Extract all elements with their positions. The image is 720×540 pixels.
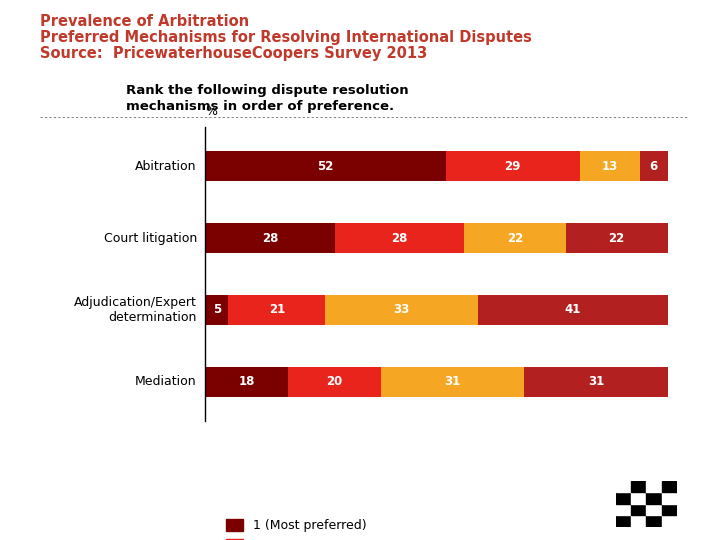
Text: 33: 33 [394, 303, 410, 316]
Text: 41: 41 [564, 303, 581, 316]
Bar [662, 515, 677, 526]
Text: 22: 22 [608, 232, 625, 245]
Bar [289, 367, 381, 397]
Text: 18: 18 [238, 375, 255, 388]
Text: 21: 21 [269, 303, 285, 316]
Bar [325, 295, 478, 325]
Bar [478, 295, 667, 325]
Text: 28: 28 [262, 232, 278, 245]
Text: 29: 29 [505, 160, 521, 173]
Bar [566, 223, 667, 253]
Bar [631, 503, 647, 515]
Bar [205, 223, 335, 253]
Text: 20: 20 [327, 375, 343, 388]
Bar [616, 481, 631, 492]
Bar [662, 481, 677, 492]
Text: 13: 13 [602, 160, 618, 173]
Bar [662, 503, 677, 515]
Text: 5: 5 [212, 303, 221, 316]
Text: Source:  PricewaterhouseCoopers Survey 2013: Source: PricewaterhouseCoopers Survey 20… [40, 46, 427, 61]
Text: %: % [205, 105, 217, 118]
Bar [647, 515, 662, 526]
Bar [647, 492, 662, 503]
Bar [647, 503, 662, 515]
Bar [631, 492, 647, 503]
Text: Preferred Mechanisms for Resolving International Disputes: Preferred Mechanisms for Resolving Inter… [40, 30, 531, 45]
Bar [616, 503, 631, 515]
Text: 31: 31 [588, 375, 604, 388]
Bar [446, 151, 580, 181]
Bar [580, 151, 640, 181]
Bar [662, 492, 677, 503]
Text: 6: 6 [649, 160, 658, 173]
Bar [381, 367, 524, 397]
Text: Rank the following dispute resolution
mechanisms in order of preference.: Rank the following dispute resolution me… [126, 84, 409, 113]
Bar [616, 515, 631, 526]
Bar [640, 151, 667, 181]
Text: Prevalence of Arbitration: Prevalence of Arbitration [40, 14, 248, 29]
Text: 52: 52 [318, 160, 333, 173]
Bar [335, 223, 464, 253]
Legend: 1 (Most preferred), 2, 3, 4 (l east preferred): 1 (Most preferred), 2, 3, 4 (l east pref… [221, 514, 377, 540]
Text: 31: 31 [444, 375, 461, 388]
Text: 28: 28 [391, 232, 408, 245]
Bar [464, 223, 566, 253]
Bar [205, 151, 446, 181]
Bar [205, 295, 228, 325]
Bar [524, 367, 667, 397]
Bar [631, 515, 647, 526]
Bar [631, 481, 647, 492]
Bar [228, 295, 325, 325]
Bar [205, 367, 289, 397]
Bar [616, 492, 631, 503]
Text: 22: 22 [507, 232, 523, 245]
Bar [647, 481, 662, 492]
